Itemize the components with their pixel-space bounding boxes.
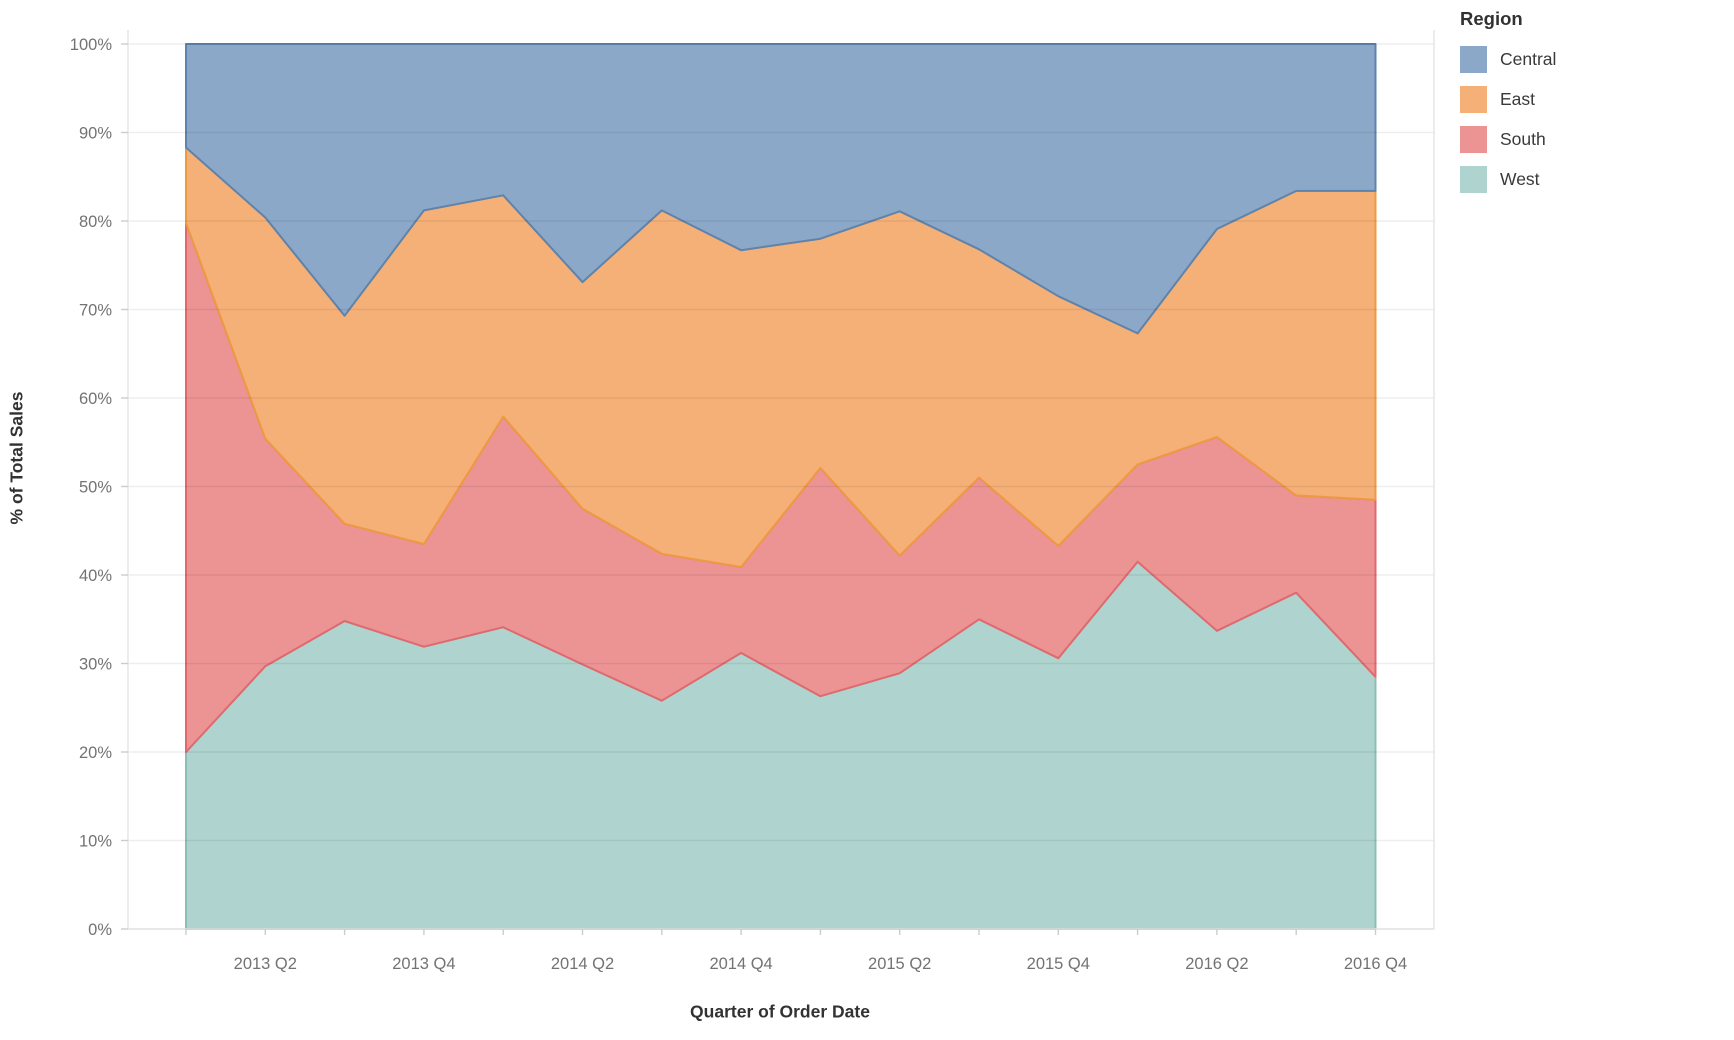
legend-item-south[interactable]: South xyxy=(1460,119,1556,159)
y-tick-label-40: 40% xyxy=(79,567,112,585)
x-axis-title: Quarter of Order Date xyxy=(690,1001,870,1022)
y-tick-label-0: 0% xyxy=(88,921,112,939)
legend-swatch-east xyxy=(1460,85,1487,113)
legend-swatch-central xyxy=(1460,45,1487,73)
y-axis-title: % of Total Sales xyxy=(6,391,27,525)
x-tick-label-2013 Q4: 2013 Q4 xyxy=(392,955,455,973)
y-tick-label-20: 20% xyxy=(79,744,112,762)
legend-item-central[interactable]: Central xyxy=(1460,39,1556,79)
y-tick-label-70: 70% xyxy=(79,301,112,319)
x-tick-label-2015 Q4: 2015 Q4 xyxy=(1027,955,1090,973)
x-tick-label-2014 Q2: 2014 Q2 xyxy=(551,955,614,973)
y-tick-label-10: 10% xyxy=(79,832,112,850)
y-tick-label-90: 90% xyxy=(79,124,112,142)
area-central[interactable] xyxy=(185,43,1377,335)
legend-swatch-west xyxy=(1460,165,1487,193)
x-tick-label-2016 Q2: 2016 Q2 xyxy=(1185,955,1248,973)
x-tick-label-2014 Q4: 2014 Q4 xyxy=(709,955,772,973)
legend-item-east[interactable]: East xyxy=(1460,79,1556,119)
legend-label: East xyxy=(1500,88,1536,109)
legend-item-west[interactable]: West xyxy=(1460,159,1556,199)
y-tick-label-80: 80% xyxy=(79,213,112,231)
legend-label: South xyxy=(1500,128,1546,149)
y-tick-label-100: 100% xyxy=(70,36,113,54)
legend-label: Central xyxy=(1500,48,1557,69)
legend: Region Central East South West xyxy=(1460,8,1556,199)
y-tick-label-50: 50% xyxy=(79,478,112,496)
x-tick-label-2013 Q2: 2013 Q2 xyxy=(234,955,297,973)
y-tick-label-30: 30% xyxy=(79,655,112,673)
legend-swatch-south xyxy=(1460,125,1487,153)
legend-title: Region xyxy=(1460,8,1523,29)
legend-items: Central East South West xyxy=(1460,39,1556,199)
x-tick-label-2016 Q4: 2016 Q4 xyxy=(1344,955,1407,973)
x-tick-label-2015 Q2: 2015 Q2 xyxy=(868,955,931,973)
legend-label: West xyxy=(1500,168,1540,189)
y-tick-label-60: 60% xyxy=(79,390,112,408)
